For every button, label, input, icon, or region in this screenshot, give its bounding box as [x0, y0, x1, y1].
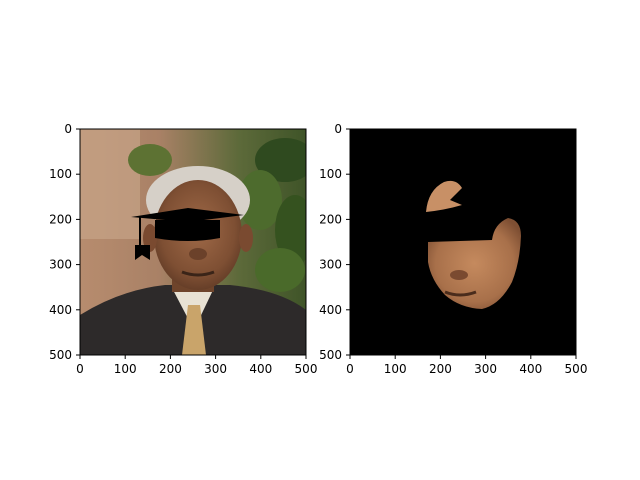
left-y-tick-label: 400 — [49, 303, 72, 317]
right-y-tick-label: 200 — [319, 212, 342, 226]
right-x-tick-label: 400 — [519, 362, 542, 376]
left-y-tick-label: 500 — [49, 348, 72, 362]
right-y-tick-label: 500 — [319, 348, 342, 362]
right-y-tick-label: 400 — [319, 303, 342, 317]
right-x-tick-label: 200 — [429, 362, 452, 376]
right-x-tick-label: 300 — [474, 362, 497, 376]
left-x-tick-label: 100 — [114, 362, 137, 376]
right-image — [350, 129, 576, 355]
left-x-tick-label: 400 — [249, 362, 272, 376]
right-axes: 0 100 200 300 400 500 0 100 200 300 400 500 — [319, 122, 587, 376]
left-y-tick-label: 300 — [49, 258, 72, 272]
right-x-tick-label: 100 — [384, 362, 407, 376]
right-x-tick-label: 500 — [565, 362, 588, 376]
right-x-tick-label: 0 — [346, 362, 354, 376]
left-axes: 0 100 200 300 400 500 0 100 200 300 400 500 — [49, 122, 317, 376]
left-x-tick-label: 200 — [159, 362, 182, 376]
right-y-tick-label: 300 — [319, 258, 342, 272]
left-x-tick-label: 0 — [76, 362, 84, 376]
right-y-tick-label: 100 — [319, 167, 342, 181]
left-image — [80, 129, 306, 355]
left-axes-frame — [79, 128, 307, 356]
left-y-tick-label: 200 — [49, 212, 72, 226]
left-y-tick-label: 100 — [49, 167, 72, 181]
left-y-tick-label: 0 — [64, 122, 72, 136]
right-y-tick-label: 0 — [334, 122, 342, 136]
left-x-tick-label: 500 — [295, 362, 318, 376]
left-x-tick-label: 300 — [204, 362, 227, 376]
right-axes-frame — [349, 128, 577, 356]
graduation-cap-overlay — [131, 208, 244, 260]
